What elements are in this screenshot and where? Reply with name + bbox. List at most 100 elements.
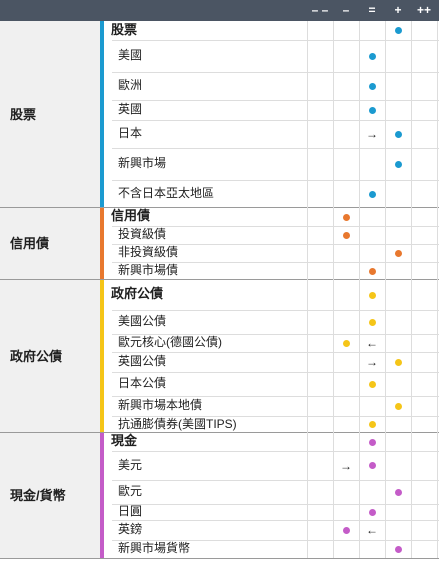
rating-dot xyxy=(368,190,376,198)
category-label-cash: 現金/貨幣 xyxy=(10,487,66,503)
row-divider xyxy=(112,451,439,452)
row-label: 歐元 xyxy=(118,484,143,498)
row-divider xyxy=(112,480,439,481)
column-header-bar: – – – = + ++ xyxy=(0,0,439,21)
row-divider xyxy=(112,262,439,263)
column-header-strong-underweight: – – xyxy=(311,3,329,17)
category-label-govt: 政府公債 xyxy=(10,348,63,364)
row-divider xyxy=(112,226,439,227)
row-label: 日圓 xyxy=(118,504,143,518)
rating-dot xyxy=(368,52,376,60)
table-bottom-border xyxy=(0,558,439,559)
section-divider xyxy=(0,432,439,433)
section-heading: 信用債 xyxy=(111,208,151,223)
section-heading: 政府公債 xyxy=(111,286,164,301)
arrow-right-icon: → xyxy=(366,355,378,369)
category-label-credit: 信用債 xyxy=(10,236,50,251)
row-label: 日本公債 xyxy=(118,376,167,390)
arrow-right-icon: → xyxy=(340,458,352,473)
rating-dot xyxy=(394,545,402,553)
rating-dot xyxy=(394,130,402,138)
row-divider xyxy=(112,148,439,149)
arrow-right-icon: → xyxy=(366,127,378,141)
rating-dot xyxy=(368,380,376,388)
section-heading: 股票 xyxy=(111,21,138,37)
category-cell-cash xyxy=(0,433,100,558)
row-label: 新興市場 xyxy=(118,156,167,170)
rating-dot xyxy=(342,231,350,239)
rating-dot xyxy=(368,106,376,114)
row-label: 投資級債 xyxy=(118,227,167,241)
row-divider xyxy=(112,372,439,373)
column-divider xyxy=(307,21,308,558)
section-divider xyxy=(0,207,439,208)
row-divider xyxy=(112,40,439,41)
column-header-underweight: – xyxy=(342,3,350,17)
rating-dot xyxy=(368,291,376,299)
row-divider xyxy=(112,416,439,417)
rating-dot xyxy=(368,508,376,516)
column-header-neutral: = xyxy=(368,3,376,17)
row-label: 美國公債 xyxy=(118,314,167,328)
rating-dot xyxy=(394,27,402,34)
row-label: 新興市場貨幣 xyxy=(118,541,191,555)
rating-dot xyxy=(394,488,402,496)
section-divider xyxy=(0,279,439,280)
category-label-equity: 股票 xyxy=(10,106,37,122)
rating-dot xyxy=(394,160,402,168)
category-cell-govt xyxy=(0,280,100,433)
row-label: 英鎊 xyxy=(118,522,143,536)
row-label: 歐洲 xyxy=(118,78,143,92)
rating-dot xyxy=(394,249,402,257)
column-header-overweight: + xyxy=(394,3,402,17)
row-label: 抗通膨債券(美國TIPS) xyxy=(118,416,237,431)
row-divider xyxy=(112,100,439,101)
rating-dot xyxy=(342,213,350,221)
rating-dot xyxy=(368,267,376,275)
row-label: 歐元核心(德國公債) xyxy=(118,335,222,349)
row-divider xyxy=(112,72,439,73)
row-divider xyxy=(112,120,439,121)
category-cell-equity xyxy=(0,21,100,208)
row-label: 日本 xyxy=(118,126,143,140)
row-divider xyxy=(112,334,439,335)
category-cell-credit xyxy=(0,208,100,280)
column-header-strong-overweight: ++ xyxy=(416,3,431,17)
category-stripe-govt xyxy=(100,280,104,433)
row-label: 英國 xyxy=(118,102,143,116)
row-label: 新興市場本地債 xyxy=(118,398,203,412)
rating-dot xyxy=(394,402,402,410)
row-label: 美元 xyxy=(118,457,143,472)
rating-dot xyxy=(368,421,376,428)
row-divider xyxy=(112,180,439,181)
category-stripe-equity xyxy=(100,21,104,208)
rating-dot xyxy=(368,318,376,326)
row-label: 新興市場債 xyxy=(118,263,179,277)
row-divider xyxy=(112,540,439,541)
category-stripe-cash xyxy=(100,433,104,558)
row-label: 美國 xyxy=(118,48,143,62)
section-heading: 現金 xyxy=(111,433,138,448)
category-stripe-credit xyxy=(100,208,104,280)
row-label: 英國公債 xyxy=(118,354,167,368)
column-divider xyxy=(385,21,386,558)
arrow-left-icon: ← xyxy=(366,523,378,537)
column-divider xyxy=(411,21,412,558)
row-divider xyxy=(112,520,439,521)
row-label: 不含日本亞太地區 xyxy=(118,186,215,200)
column-divider xyxy=(359,21,360,558)
arrow-left-icon: ← xyxy=(366,336,378,350)
row-divider xyxy=(112,504,439,505)
rating-dot xyxy=(394,358,402,366)
rating-dot xyxy=(342,339,350,347)
row-divider xyxy=(112,396,439,397)
rating-dot xyxy=(368,438,376,446)
column-divider xyxy=(437,21,438,558)
rating-dot xyxy=(368,82,376,90)
rating-dot xyxy=(368,462,376,469)
rating-dot xyxy=(342,526,350,534)
row-divider xyxy=(112,244,439,245)
row-divider xyxy=(112,352,439,353)
row-label: 非投資級債 xyxy=(118,245,179,259)
